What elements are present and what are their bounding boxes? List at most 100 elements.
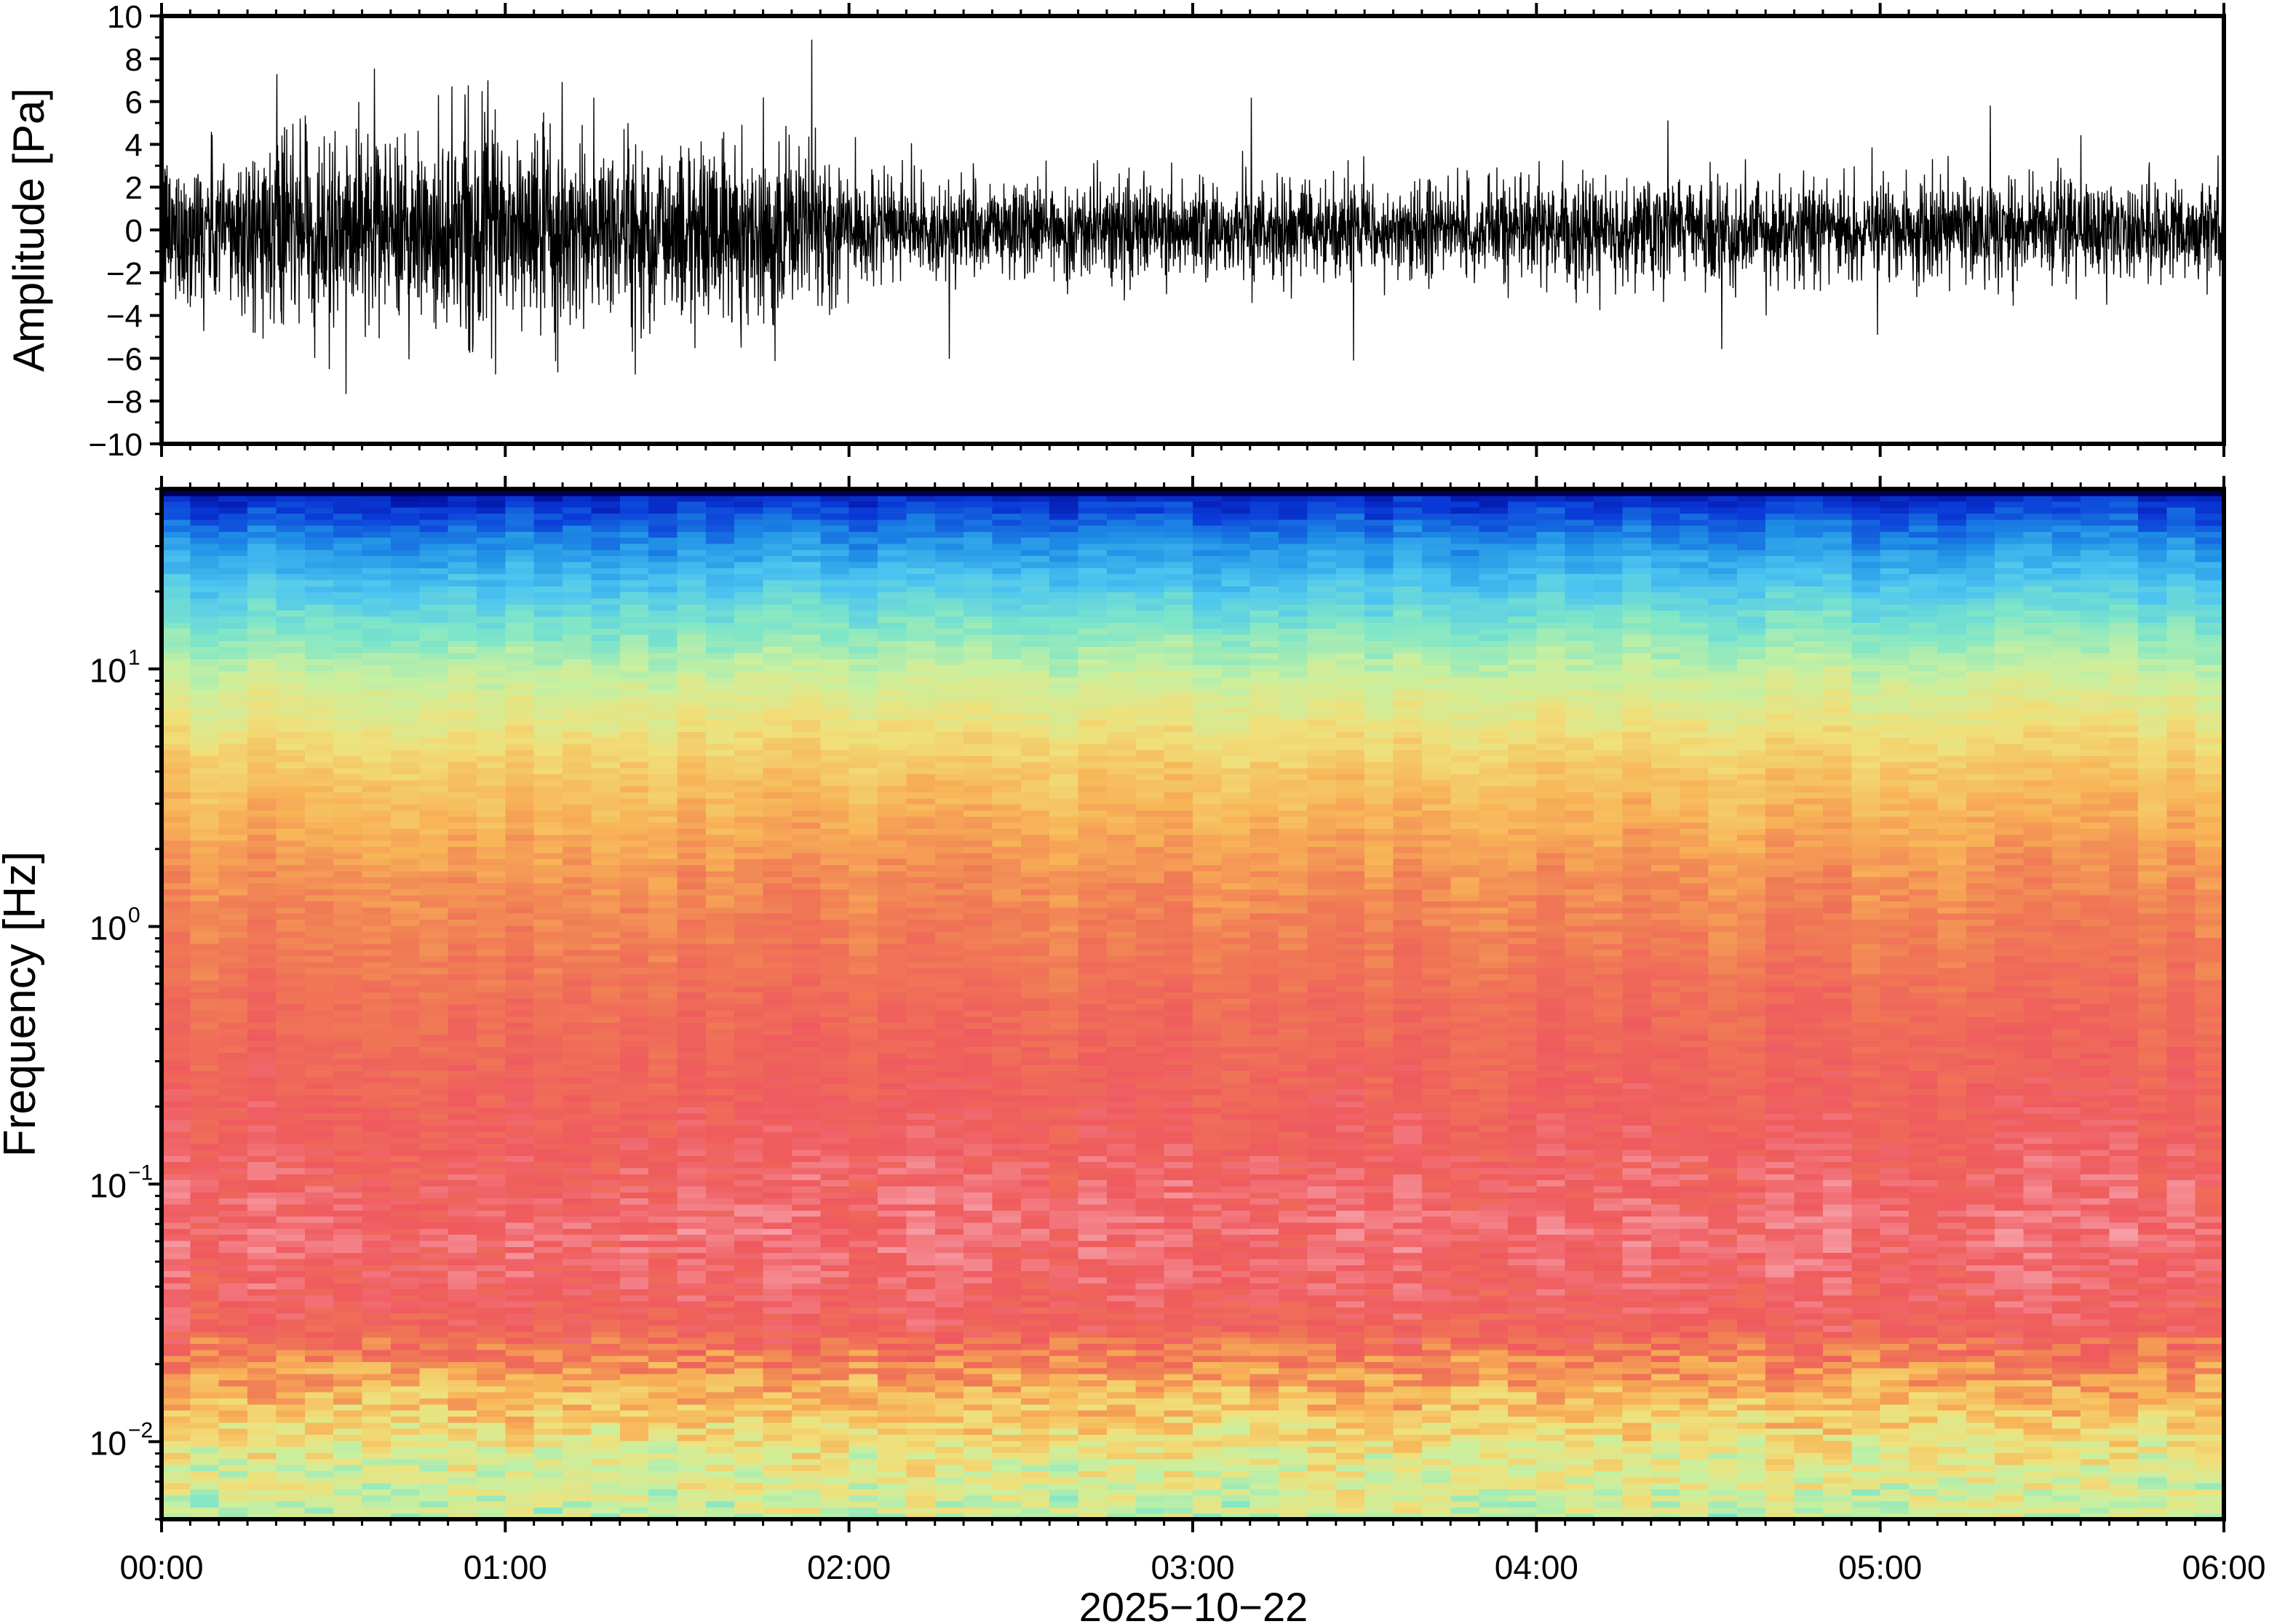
spectrogram-cell bbox=[1507, 1301, 1537, 1308]
spectrogram-cell bbox=[2137, 1410, 2167, 1417]
spectrogram-cell bbox=[1708, 1155, 1738, 1163]
spectrogram-cell bbox=[1164, 1416, 1193, 1423]
spectrogram-cell bbox=[533, 1343, 563, 1350]
spectrogram-cell bbox=[619, 1149, 649, 1156]
spectrogram-cell bbox=[963, 1446, 993, 1453]
spectrogram-cell bbox=[1995, 1289, 2024, 1296]
spectrogram-cell bbox=[763, 1119, 792, 1126]
spectrogram-cell bbox=[1765, 1228, 1795, 1235]
spectrogram-cell bbox=[1421, 1452, 1451, 1460]
spectrogram-cell bbox=[1594, 1161, 1624, 1169]
spectrogram-cell bbox=[190, 1319, 220, 1326]
spectrogram-cell bbox=[218, 1137, 248, 1145]
spectrogram-cell bbox=[2081, 1301, 2110, 1308]
spectrogram-cell bbox=[2081, 1361, 2110, 1369]
spectrogram-cell bbox=[1536, 1216, 1566, 1223]
spectrogram-cell bbox=[1421, 1367, 1451, 1374]
spectrogram-cell bbox=[1364, 1489, 1394, 1496]
spectrogram-cell bbox=[1966, 1343, 1995, 1350]
spectrogram-cell bbox=[1650, 1240, 1680, 1247]
spectrogram-cell bbox=[419, 1161, 449, 1169]
spectrogram-cell bbox=[1479, 1234, 1509, 1241]
spectrogram-cell bbox=[1335, 1361, 1365, 1369]
spectrogram-cell bbox=[1249, 1440, 1279, 1447]
spectrogram-cell bbox=[1135, 1161, 1165, 1169]
spectrogram-cell bbox=[1020, 1458, 1050, 1465]
spectrogram-cell bbox=[563, 1216, 592, 1223]
spectrogram-cell bbox=[390, 1507, 420, 1514]
spectrogram-cell bbox=[906, 1507, 936, 1514]
spectrogram-cell bbox=[648, 1234, 678, 1241]
spectrogram-cell bbox=[2023, 1192, 2053, 1199]
spectrogram-cell bbox=[1622, 1494, 1652, 1502]
spectrogram-cell bbox=[878, 1458, 907, 1465]
spectrogram-cell bbox=[2109, 1203, 2139, 1211]
spectrogram-cell bbox=[1680, 1210, 1709, 1217]
spectrogram-cell bbox=[934, 1361, 964, 1369]
spectrogram-cell bbox=[934, 1513, 964, 1520]
spectrogram-cell bbox=[820, 1343, 850, 1350]
spectrogram-cell bbox=[448, 1265, 477, 1272]
spectrogram-cell bbox=[533, 1155, 563, 1163]
spectrogram-cell bbox=[591, 1325, 621, 1332]
spectrogram-cell bbox=[1221, 1416, 1251, 1423]
spectrogram-cell bbox=[2023, 1367, 2053, 1374]
spectrogram-cell bbox=[2137, 1143, 2167, 1150]
spectrogram-cell bbox=[963, 1458, 993, 1465]
spectrogram-cell bbox=[2195, 1331, 2225, 1338]
spectrogram-cell bbox=[1966, 1513, 1995, 1520]
spectrogram-cell bbox=[1450, 1319, 1480, 1326]
spectrogram-cell bbox=[820, 1252, 850, 1259]
spectrogram-cell bbox=[1193, 1192, 1222, 1199]
spectrogram-cell bbox=[1680, 1276, 1709, 1283]
spectrogram-cell bbox=[190, 1404, 220, 1411]
spectrogram-cell bbox=[1708, 1452, 1738, 1460]
spectrogram-cell bbox=[1650, 1174, 1680, 1181]
spectrogram-cell bbox=[2081, 1434, 2110, 1441]
spectrogram-cell bbox=[419, 1174, 449, 1181]
spectrogram-cell bbox=[1794, 1289, 1824, 1296]
spectrogram-cell bbox=[533, 1319, 563, 1326]
spectrogram-cell bbox=[247, 1137, 277, 1145]
spectrogram-cell bbox=[1020, 1125, 1050, 1132]
spectrogram-cell bbox=[190, 1331, 220, 1338]
spectrogram-cell bbox=[390, 1265, 420, 1272]
spectrogram-cell bbox=[1622, 1465, 1652, 1471]
spectrogram-cell bbox=[1650, 1374, 1680, 1381]
spectrogram-cell bbox=[734, 1465, 764, 1471]
spectrogram-cell bbox=[1450, 1283, 1480, 1290]
spectrogram-cell bbox=[648, 1428, 678, 1435]
spectrogram-cell bbox=[1335, 1210, 1365, 1217]
spectrogram-cell bbox=[563, 1428, 592, 1435]
spectrogram-cell bbox=[2195, 1246, 2225, 1254]
spectrogram-cell bbox=[448, 1367, 477, 1374]
spectrogram-cell bbox=[1680, 1410, 1709, 1417]
spectrogram-cell bbox=[1909, 1489, 1938, 1496]
spectrogram-cell bbox=[1851, 1222, 1881, 1229]
spectrogram-cell bbox=[1020, 1155, 1050, 1163]
spectrogram-cell bbox=[963, 1313, 993, 1320]
spectrogram-cell bbox=[190, 1203, 220, 1211]
spectrogram-cell bbox=[448, 1410, 477, 1417]
spectrogram-cell bbox=[2051, 1222, 2081, 1229]
spectrogram-cell bbox=[791, 1185, 821, 1193]
spectrogram-cell bbox=[1020, 1137, 1050, 1145]
spectrogram-cell bbox=[362, 1331, 392, 1338]
spectrogram-cell bbox=[362, 1446, 392, 1453]
spectrogram-cell bbox=[963, 1228, 993, 1235]
spectrogram-cell bbox=[906, 1198, 936, 1205]
spectrogram-cell bbox=[362, 1349, 392, 1356]
spectrogram-cell bbox=[448, 1404, 477, 1411]
spectrogram-cell bbox=[419, 1240, 449, 1247]
spectrogram-cell bbox=[1049, 1458, 1079, 1465]
spectrogram-cell bbox=[2166, 1380, 2196, 1387]
spectrogram-cell bbox=[2109, 1179, 2139, 1187]
spectrogram-cell bbox=[362, 1489, 392, 1496]
spectrogram-cell bbox=[333, 1428, 363, 1435]
spectrogram-cell bbox=[1307, 1192, 1337, 1199]
spectrogram-cell bbox=[1507, 1458, 1537, 1465]
spectrogram-cell bbox=[2166, 1392, 2196, 1399]
spectrogram-cell bbox=[1421, 1270, 1451, 1278]
spectrogram-cell bbox=[906, 1222, 936, 1229]
spectrogram-cell bbox=[362, 1155, 392, 1163]
